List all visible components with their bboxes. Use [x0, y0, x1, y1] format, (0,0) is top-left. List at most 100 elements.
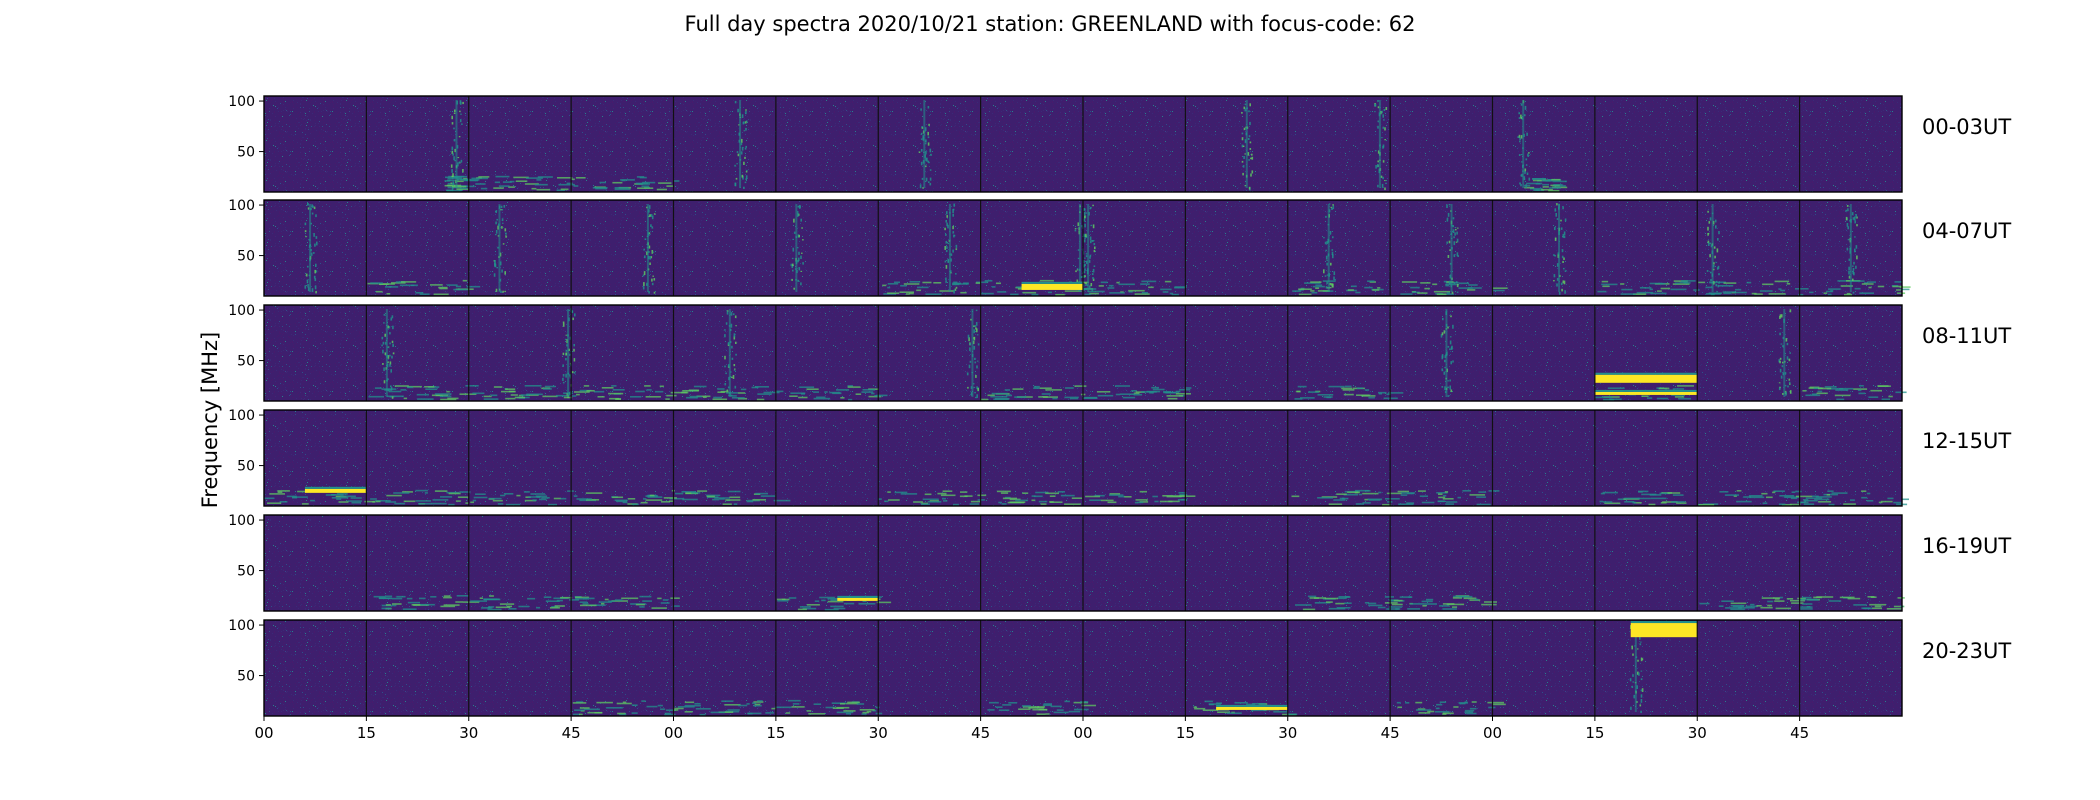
low-frequency-band: [1074, 385, 1087, 387]
burst-speck: [1845, 216, 1848, 221]
burst-speck: [457, 162, 459, 167]
low-frequency-band: [415, 292, 424, 294]
burst-speck: [793, 287, 795, 290]
row-label: 12-15UT: [1922, 429, 2011, 453]
burst-speck: [564, 338, 567, 340]
burst-speck: [730, 312, 733, 316]
burst-speck: [497, 246, 499, 249]
burst-speck: [1520, 154, 1523, 156]
burst-speck: [500, 209, 502, 211]
low-frequency-band: [453, 288, 468, 291]
low-frequency-band: [792, 703, 800, 705]
low-frequency-band: [894, 281, 900, 284]
row-frame: [263, 199, 1903, 297]
low-frequency-band: [696, 395, 711, 398]
burst-speck: [1441, 354, 1444, 358]
low-frequency-band: [1064, 503, 1081, 505]
low-frequency-band: [791, 706, 805, 708]
low-frequency-band: [1039, 279, 1054, 282]
burst-speck: [1639, 643, 1642, 646]
low-frequency-band: [418, 502, 432, 505]
low-frequency-band: [649, 494, 655, 497]
low-frequency-band: [871, 392, 875, 395]
burst-speck: [953, 203, 955, 207]
low-frequency-band: [407, 385, 422, 388]
low-frequency-band: [706, 494, 721, 497]
x-tick-label: 45: [1790, 724, 1809, 742]
burst-speck: [1563, 267, 1565, 270]
low-frequency-band: [1458, 595, 1473, 598]
burst-speck: [1331, 283, 1334, 288]
low-frequency-band: [1743, 496, 1751, 498]
burst-speck: [504, 290, 506, 293]
burst-speck: [975, 396, 977, 399]
low-frequency-band: [589, 604, 606, 606]
low-frequency-band: [1791, 491, 1796, 493]
burst-speck: [1248, 186, 1251, 190]
burst-speck: [1707, 233, 1709, 236]
burst-speck: [1526, 172, 1529, 175]
burst-speck: [745, 109, 747, 111]
low-frequency-band: [1038, 708, 1048, 711]
burst-speck: [1707, 242, 1710, 246]
burst-speck: [726, 310, 729, 312]
burst-speck: [646, 206, 648, 209]
burst-speck: [792, 263, 794, 267]
low-frequency-band: [1022, 291, 1037, 294]
low-frequency-band: [675, 492, 684, 495]
low-frequency-band: [836, 389, 850, 391]
low-frequency-band: [420, 603, 435, 606]
low-frequency-band: [658, 182, 672, 184]
low-frequency-band: [1004, 496, 1011, 499]
burst-speck: [1779, 368, 1782, 373]
burst-speck: [929, 182, 932, 186]
low-frequency-band: [350, 497, 362, 499]
low-frequency-band: [1530, 187, 1543, 190]
low-frequency-band: [757, 393, 772, 395]
low-frequency-band: [1085, 495, 1101, 498]
burst-speck: [381, 344, 383, 347]
burst-speck: [800, 255, 802, 259]
burst-speck: [1377, 120, 1380, 123]
low-frequency-band: [1317, 290, 1330, 292]
low-frequency-band: [495, 606, 511, 609]
low-frequency-band: [1068, 710, 1081, 713]
burst-speck: [1332, 204, 1334, 206]
low-frequency-band: [1523, 184, 1531, 187]
burst-speck: [731, 345, 733, 349]
low-frequency-band: [1868, 396, 1879, 398]
burst-speck: [1451, 291, 1454, 294]
low-frequency-band: [1487, 701, 1504, 704]
low-frequency-band: [1179, 388, 1191, 391]
low-frequency-band: [576, 701, 584, 703]
burst-speck: [1520, 161, 1523, 163]
low-frequency-band: [449, 179, 455, 182]
low-frequency-band: [1439, 701, 1447, 703]
low-frequency-band: [1356, 387, 1364, 389]
burst-speck: [458, 136, 461, 138]
low-frequency-band: [1202, 709, 1219, 711]
low-frequency-band: [712, 398, 728, 401]
burst-speck: [643, 248, 645, 251]
low-frequency-band: [446, 189, 453, 192]
burst-speck: [968, 364, 971, 369]
low-frequency-band: [1194, 707, 1206, 710]
low-frequency-band: [1412, 291, 1420, 294]
low-frequency-band: [1892, 285, 1903, 288]
low-frequency-band: [1141, 280, 1157, 283]
burst-speck: [648, 245, 651, 249]
burst-speck: [1707, 210, 1709, 213]
burst-speck: [1082, 234, 1085, 238]
burst-speck: [1520, 114, 1522, 118]
burst-speck: [1518, 134, 1521, 138]
low-frequency-band: [1015, 499, 1029, 502]
burst-speck: [1091, 273, 1094, 276]
low-frequency-band: [981, 292, 994, 295]
burst-speck: [945, 280, 947, 283]
low-frequency-band: [614, 499, 628, 502]
low-frequency-band: [1609, 398, 1622, 401]
burst-speck: [1717, 238, 1719, 241]
low-frequency-band: [1768, 293, 1786, 295]
burst-speck: [1519, 137, 1521, 141]
low-frequency-band: [1786, 598, 1794, 600]
